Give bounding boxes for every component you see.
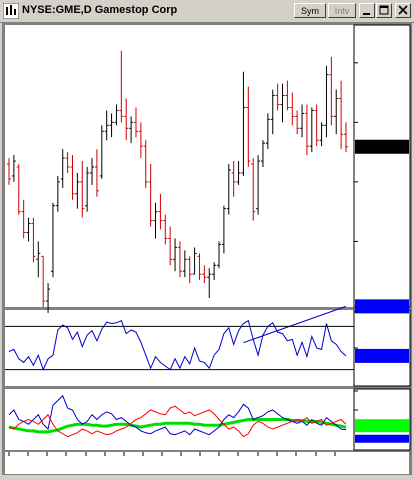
title-bar: NYSE:GME,D Gamestop Corp Sym Intv — [0, 0, 414, 23]
price-bar — [148, 164, 153, 227]
price-bar — [290, 92, 295, 126]
price-bar — [182, 250, 187, 278]
price-bar — [202, 265, 207, 284]
price-bar — [231, 161, 236, 197]
price-bar — [50, 202, 55, 278]
price-bar — [217, 241, 222, 269]
price-bar — [339, 80, 344, 150]
price-bar — [177, 241, 182, 278]
price-bar — [109, 113, 114, 138]
price-bar — [119, 50, 124, 123]
price-bar — [256, 155, 261, 215]
price-bar — [192, 247, 197, 275]
price-bar — [16, 164, 21, 215]
price-bar — [285, 80, 290, 111]
price-bar — [7, 158, 11, 185]
price-bar — [334, 89, 339, 135]
price-bar — [187, 256, 192, 284]
price-bar — [41, 255, 46, 307]
minimize-button[interactable] — [359, 3, 375, 18]
price-bar — [344, 122, 348, 153]
price-bar — [104, 110, 109, 141]
price-bar — [158, 193, 163, 230]
price-bar — [124, 98, 129, 141]
symbol-button[interactable]: Sym — [294, 3, 326, 18]
price-bar — [304, 104, 309, 156]
chart-panes — [2, 22, 412, 475]
price-bar — [143, 140, 148, 188]
price-bar — [60, 149, 65, 188]
close-button[interactable] — [395, 3, 411, 18]
price-bar — [65, 152, 70, 173]
rsi-line — [8, 319, 347, 371]
price-bar — [138, 122, 143, 159]
price-bar — [246, 86, 251, 167]
price-bar — [31, 217, 36, 263]
chart-app-icon — [3, 3, 19, 19]
adx-series-plusminus-DI-line — [8, 394, 347, 436]
price-bar — [153, 202, 158, 239]
price-bar — [241, 71, 246, 176]
price-bar — [55, 175, 60, 212]
price-bar — [309, 107, 314, 153]
adx-badge — [355, 419, 409, 433]
chart-canvas[interactable] — [2, 22, 412, 475]
price-bar — [85, 167, 90, 212]
rsi-plot-area — [5, 310, 354, 386]
price-bar — [275, 83, 280, 111]
price-axis-area — [353, 24, 411, 308]
price-bar — [70, 155, 75, 200]
price-bar — [26, 217, 31, 242]
price-bar — [168, 226, 173, 266]
price-bar — [94, 149, 99, 197]
rsi-current-badge — [355, 348, 409, 363]
price-bar — [314, 104, 319, 147]
window-title: NYSE:GME,D Gamestop Corp — [22, 4, 178, 16]
price-bar — [212, 262, 217, 281]
price-bar — [99, 125, 104, 179]
price-bar — [236, 161, 241, 185]
date-axis-area — [5, 452, 409, 474]
price-bar — [260, 140, 265, 167]
price-bar — [133, 107, 138, 138]
price-bar — [251, 158, 256, 221]
price-bar — [36, 241, 41, 278]
maximize-icon — [379, 5, 389, 15]
price-bar — [295, 110, 300, 135]
last-price-badge — [355, 139, 409, 154]
price-bar — [207, 268, 212, 299]
moving-average-badge — [355, 299, 409, 314]
symbol-button-label: Sym — [301, 6, 319, 16]
price-bar — [90, 158, 95, 185]
price-bar — [270, 89, 275, 135]
adx-series-minus-DI-line — [8, 405, 347, 438]
price-bar — [280, 83, 285, 123]
price-bar — [197, 253, 202, 281]
interval-button-label: Intv — [334, 6, 350, 16]
price-bar — [80, 161, 85, 218]
price-bar — [46, 283, 51, 313]
price-bar — [21, 199, 26, 239]
price-bar — [129, 116, 134, 144]
price-bar — [329, 56, 334, 126]
price-bar — [265, 113, 270, 150]
close-icon — [398, 5, 408, 15]
price-bar — [221, 205, 226, 254]
minimize-icon — [363, 13, 370, 15]
rsi-axis-area — [353, 309, 411, 387]
price-bar — [75, 172, 80, 209]
price-bar — [173, 238, 178, 272]
price-bar — [324, 65, 329, 138]
interval-button[interactable]: Intv — [328, 3, 356, 18]
minus-di-badge — [355, 434, 409, 443]
maximize-button[interactable] — [376, 3, 392, 18]
price-bar — [114, 104, 119, 126]
price-bar — [11, 155, 16, 182]
price-bar — [319, 122, 324, 147]
moving-average-line — [243, 305, 347, 344]
price-bar — [226, 164, 231, 215]
price-bar — [300, 104, 305, 138]
price-bar — [163, 214, 168, 245]
